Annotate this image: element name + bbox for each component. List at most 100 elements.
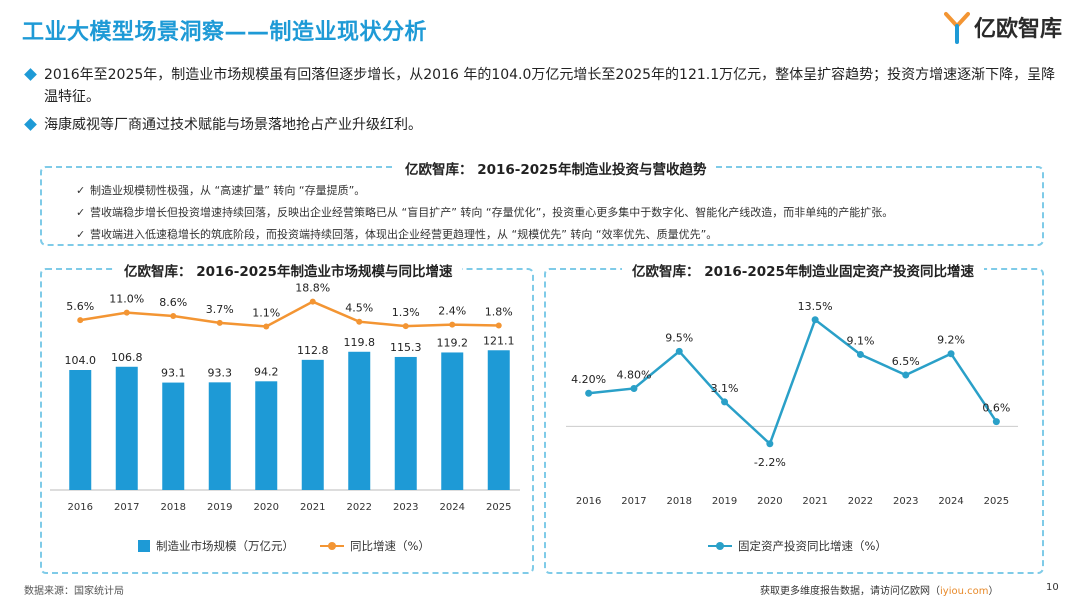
- page-title: 工业大模型场景洞察——制造业现状分析: [22, 20, 428, 45]
- bar: [162, 382, 185, 490]
- legend-label: 固定资产投资同比增速（%）: [738, 539, 887, 553]
- investment-point: [947, 350, 955, 358]
- investment-value-label: 9.5%: [665, 331, 693, 344]
- x-tick-label: 2018: [667, 496, 692, 507]
- check-item: ✓ 营收端进入低速稳增长的筑底阶段，而投资端持续回落，体现出企业经营更趋理性，从 …: [76, 224, 893, 246]
- x-tick-label: 2024: [938, 496, 963, 507]
- growth-series-line: [80, 300, 499, 328]
- check-item: ✓ 营收端稳步增长但投资增速持续回落，反映出企业经营策略已从 “盲目扩产” 转向 …: [76, 202, 893, 224]
- growth-value-label: 8.6%: [159, 296, 187, 309]
- bar-value-label: 112.8: [297, 344, 329, 357]
- brand-logo: 亿欧智库: [944, 10, 1062, 44]
- x-tick-label: 2016: [576, 496, 601, 507]
- investment-point: [630, 384, 638, 392]
- x-tick-label: 2016: [68, 502, 93, 513]
- x-tick-label: 2017: [621, 496, 646, 507]
- summary-checks: ✓ 制造业规模韧性极强，从 “高速扩量” 转向 “存量提质”。 ✓ 营收端稳步增长但…: [76, 180, 893, 246]
- check-icon: ✓: [76, 228, 86, 241]
- bar: [115, 366, 138, 490]
- investment-point: [992, 418, 1000, 426]
- check-item: ✓ 制造业规模韧性极强，从 “高速扩量” 转向 “存量提质”。: [76, 180, 893, 202]
- footer-link[interactable]: iyiou.com: [940, 586, 989, 597]
- investment-value-label: 4.80%: [616, 368, 651, 381]
- bar-value-label: 104.0: [65, 354, 97, 367]
- logo-text: 亿欧智库: [974, 17, 1063, 42]
- growth-point: [356, 318, 363, 325]
- bar-value-label: 119.2: [437, 336, 469, 349]
- growth-point: [77, 317, 84, 324]
- growth-point: [402, 323, 409, 330]
- bar-value-label: 115.3: [390, 341, 422, 354]
- investment-series-line: [588, 317, 998, 446]
- legend-label: 同比增速（%）: [350, 539, 430, 553]
- investment-value-label: 13.5%: [798, 300, 833, 313]
- right-chart-legend: 固定资产投资同比增速（%）: [708, 538, 887, 554]
- x-tick-label: 2017: [114, 502, 139, 513]
- investment-point: [902, 371, 910, 379]
- legend-line-swatch: [320, 542, 344, 550]
- footer-more-text: 获取更多维度报告数据，请访问亿欧网（: [760, 586, 940, 597]
- check-icon: ✓: [76, 184, 86, 197]
- investment-value-label: 0.6%: [982, 402, 1010, 415]
- growth-point: [170, 312, 177, 319]
- footer-close-paren: ）: [988, 586, 999, 597]
- growth-point: [449, 321, 456, 328]
- left-chart-legend: 制造业市场规模（万亿元） 同比增速（%）: [138, 538, 430, 554]
- x-tick-label: 2019: [207, 502, 232, 513]
- check-text: 制造业规模韧性极强，从 “高速扩量” 转向 “存量提质”。: [90, 184, 366, 197]
- investment-value-label: 9.1%: [846, 335, 874, 348]
- bar-value-label: 119.8: [344, 336, 376, 349]
- growth-value-label: 5.6%: [66, 300, 94, 313]
- investment-growth-chart: 2016 2017 2018 2019 2020 2021 2022 2023 2024 2025…: [566, 300, 1018, 507]
- investment-value-label: 4.20%: [571, 373, 606, 386]
- bar: [208, 382, 231, 490]
- check-text: 营收端进入低速稳增长的筑底阶段，而投资端持续回落，体现出企业经营更趋理性，从 “…: [90, 228, 718, 241]
- bullet-text: 2016年至2025年，制造业市场规模虽有回落但逐步增长，从2016 年的104…: [44, 67, 1056, 105]
- bar: [348, 351, 371, 490]
- bar: [301, 359, 324, 490]
- logo-mark-icon: [944, 12, 970, 44]
- growth-value-label: 4.5%: [345, 302, 373, 315]
- x-tick-label: 2021: [300, 502, 325, 513]
- growth-value-label: 11.0%: [109, 293, 144, 306]
- growth-point: [123, 309, 130, 316]
- investment-value-label: -2.2%: [754, 456, 786, 469]
- diamond-bullet-icon: [24, 68, 37, 81]
- footer-more: 获取更多维度报告数据，请访问亿欧网（iyiou.com）: [760, 582, 998, 597]
- left-chart-title: 亿欧智库： 2016-2025年制造业市场规模与同比增速: [114, 260, 463, 280]
- investment-point: [721, 398, 729, 406]
- x-tick-label: 2022: [347, 502, 372, 513]
- bar: [69, 370, 92, 490]
- x-tick-label: 2019: [712, 496, 737, 507]
- bullet-item: 海康威视等厂商通过技术赋能与场景落地抢占产业升级红利。: [24, 114, 1066, 136]
- x-tick-label: 2023: [393, 502, 418, 513]
- growth-value-label: 1.3%: [392, 306, 420, 319]
- bar-value-label: 106.8: [111, 351, 143, 364]
- investment-point: [675, 347, 683, 355]
- x-tick-label: 2025: [984, 496, 1009, 507]
- x-tick-label: 2020: [757, 496, 782, 507]
- growth-value-label: 2.4%: [438, 305, 466, 318]
- investment-point: [811, 316, 819, 324]
- bar-value-label: 93.1: [161, 367, 186, 380]
- investment-value-label: 6.5%: [892, 355, 920, 368]
- investment-point: [766, 440, 774, 448]
- bar-value-label: 121.1: [483, 334, 515, 347]
- right-chart-title: 亿欧智库： 2016-2025年制造业固定资产投资同比增速: [622, 260, 984, 280]
- market-size-chart: 104.0 2016 106.8 2017 93.1 2018 93.3 2019 94.2 20…: [50, 282, 520, 513]
- investment-point: [856, 351, 864, 359]
- source-note: 数据来源：国家统计局: [24, 586, 124, 597]
- x-tick-label: 2018: [161, 502, 186, 513]
- x-tick-label: 2025: [486, 502, 511, 513]
- bar: [487, 350, 510, 490]
- page-number: 10: [1046, 582, 1059, 593]
- x-tick-label: 2022: [848, 496, 873, 507]
- summary-box-title: 亿欧智库： 2016-2025年制造业投资与营收趋势: [395, 158, 717, 178]
- legend-bar-swatch: [138, 540, 150, 552]
- bar: [441, 352, 464, 490]
- growth-point: [216, 319, 223, 326]
- growth-point: [495, 322, 502, 329]
- legend-line-swatch: [708, 542, 732, 550]
- x-tick-label: 2020: [254, 502, 279, 513]
- bar-value-label: 93.3: [208, 366, 233, 379]
